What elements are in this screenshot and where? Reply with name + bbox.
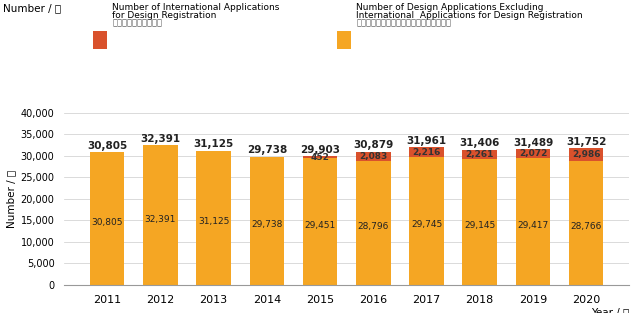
Text: 452: 452 <box>311 153 329 162</box>
Bar <box>569 148 603 161</box>
Text: 29,738: 29,738 <box>247 145 287 155</box>
Bar <box>143 146 178 285</box>
Text: 30,805: 30,805 <box>87 141 127 151</box>
Text: 32,391: 32,391 <box>141 134 180 144</box>
Y-axis label: Number / 件: Number / 件 <box>6 170 16 228</box>
Text: Number / 件: Number / 件 <box>3 3 62 13</box>
Bar <box>250 157 284 285</box>
Bar <box>462 159 497 285</box>
Bar <box>409 157 444 285</box>
Text: 29,145: 29,145 <box>464 221 496 230</box>
Text: 30,879: 30,879 <box>353 141 394 151</box>
Text: Number of Design Applications Excluding: Number of Design Applications Excluding <box>356 3 544 12</box>
Text: 29,417: 29,417 <box>517 221 548 230</box>
Text: for Design Registration: for Design Registration <box>112 11 217 20</box>
Text: 28,796: 28,796 <box>358 222 389 231</box>
Bar <box>196 151 231 285</box>
Text: 国際意匠登録出願を除く意匠登録出願件数: 国際意匠登録出願を除く意匠登録出願件数 <box>356 18 451 27</box>
Text: 31,752: 31,752 <box>566 137 607 147</box>
Text: 31,125: 31,125 <box>198 217 229 226</box>
Text: 28,766: 28,766 <box>571 222 602 231</box>
Text: 2,083: 2,083 <box>359 152 387 161</box>
Bar <box>356 152 390 161</box>
Bar <box>90 152 125 285</box>
Text: 32,391: 32,391 <box>144 215 176 224</box>
Bar <box>462 150 497 159</box>
Bar <box>356 161 390 285</box>
Text: International  Applications for Design Registration: International Applications for Design Re… <box>356 11 583 20</box>
Text: Year / 年: Year / 年 <box>591 307 629 313</box>
Bar <box>303 156 337 158</box>
Text: 31,125: 31,125 <box>193 139 234 149</box>
Bar <box>516 149 550 158</box>
Text: 2,216: 2,216 <box>412 147 440 156</box>
Text: 31,489: 31,489 <box>513 138 553 148</box>
Text: 29,738: 29,738 <box>251 220 282 229</box>
Text: 30,805: 30,805 <box>91 218 123 227</box>
Text: 2,986: 2,986 <box>572 150 600 159</box>
Text: 29,745: 29,745 <box>411 220 442 229</box>
Bar <box>409 147 444 157</box>
Text: Number of International Applications: Number of International Applications <box>112 3 280 12</box>
Bar <box>569 161 603 285</box>
Bar <box>516 158 550 285</box>
Text: 29,903: 29,903 <box>300 145 340 155</box>
Bar <box>303 158 337 285</box>
Text: 31,961: 31,961 <box>406 136 447 146</box>
Text: 31,406: 31,406 <box>460 138 500 148</box>
Text: 29,451: 29,451 <box>304 221 336 230</box>
Text: 国際意匠登録出願件数: 国際意匠登録出願件数 <box>112 18 162 27</box>
Text: 2,261: 2,261 <box>465 150 494 159</box>
Text: 2,072: 2,072 <box>519 149 547 158</box>
